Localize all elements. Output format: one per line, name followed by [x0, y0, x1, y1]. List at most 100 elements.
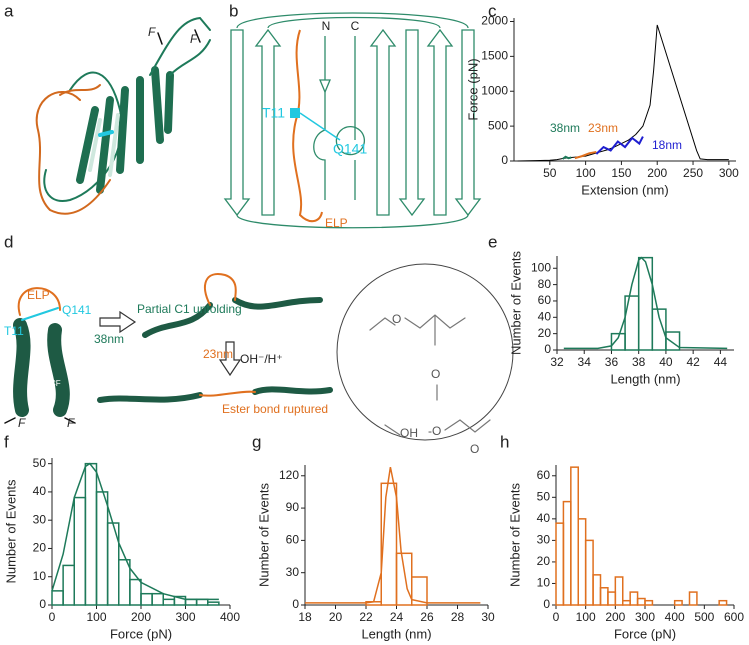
- bar: [195, 598, 209, 606]
- x-axis-label: Force (pN): [614, 626, 676, 641]
- bar: [411, 576, 428, 606]
- bar: [599, 587, 609, 606]
- panel-label: f: [4, 432, 9, 451]
- t11-site: [290, 108, 300, 118]
- strand-arrow: [223, 29, 251, 217]
- x-tick-label: 18: [298, 610, 312, 624]
- y-tick-label: 100: [531, 260, 551, 274]
- y-tick-label: 10: [537, 576, 551, 590]
- bar: [636, 597, 646, 606]
- x-tick-label: 38: [632, 355, 646, 369]
- y-axis-label: Number of Events: [256, 482, 271, 587]
- bar: [51, 590, 64, 606]
- y-tick-label: 500: [488, 118, 508, 132]
- x-tick-label: 42: [686, 355, 700, 369]
- y-tick-label: 60: [538, 293, 552, 307]
- y-tick-label: 0: [543, 597, 550, 611]
- t11-label: T11: [262, 105, 285, 121]
- c1-subscript: CF: [50, 379, 61, 388]
- bar: [688, 591, 698, 606]
- y-tick-label: 120: [279, 468, 299, 482]
- n-terminus: N: [322, 19, 331, 33]
- x-tick-label: 100: [86, 610, 106, 624]
- panel-label: e: [488, 232, 497, 251]
- protein-structure: [35, 16, 211, 215]
- x-tick-label: 150: [611, 166, 631, 180]
- bar: [673, 599, 683, 606]
- bar: [629, 591, 639, 606]
- bar: [718, 599, 728, 606]
- annotation: 18nm: [652, 138, 682, 152]
- mechanism-diagram: [4, 263, 514, 441]
- y-tick-label: 1000: [481, 83, 508, 97]
- step-length: 38nm: [94, 332, 124, 346]
- x-tick-label: 24: [390, 610, 404, 624]
- elp-label: ELP: [27, 288, 50, 302]
- t11-label: T11: [4, 324, 24, 338]
- bar: [62, 564, 75, 606]
- y-tick-label: 40: [538, 309, 552, 323]
- q141-label: Q141: [333, 141, 367, 157]
- x-tick-label: 40: [659, 355, 673, 369]
- x-tick-label: 400: [665, 610, 685, 624]
- step-label: Ester bond ruptured: [222, 402, 328, 416]
- x-tick-label: 32: [550, 355, 564, 369]
- bar: [207, 601, 220, 606]
- fit-curve: [305, 467, 481, 604]
- force-label: F: [18, 416, 26, 430]
- strand-arrow: [369, 28, 397, 216]
- bar: [665, 331, 681, 351]
- x-tick-label: 300: [719, 166, 739, 180]
- bar: [592, 574, 602, 606]
- chem-label: -O: [428, 424, 441, 438]
- x-tick-label: 250: [683, 166, 703, 180]
- c1-label: C1: [34, 371, 50, 385]
- x-tick-label: 34: [578, 355, 592, 369]
- x-tick-label: 20: [329, 610, 343, 624]
- trace: [595, 136, 644, 155]
- bar: [395, 552, 413, 606]
- annotation: 23nm: [588, 121, 618, 135]
- y-tick-label: 2000: [481, 14, 508, 28]
- y-tick-label: 40: [537, 511, 551, 525]
- force-label: F: [190, 32, 198, 46]
- step-length: 23nm: [203, 347, 233, 361]
- y-tick-label: 0: [544, 342, 551, 356]
- bar: [614, 576, 624, 606]
- y-tick-label: 50: [33, 456, 47, 470]
- panel-label: a: [4, 1, 14, 20]
- bar: [118, 559, 131, 606]
- bar: [637, 256, 654, 351]
- chem-label: O: [431, 367, 440, 381]
- y-tick-label: 80: [538, 277, 552, 291]
- y-tick-label: 90: [286, 500, 300, 514]
- axes: [555, 465, 734, 606]
- x-tick-label: 28: [451, 610, 465, 624]
- bar: [84, 462, 98, 606]
- step-label: Partial C1 unfolding: [137, 302, 242, 316]
- trace: [574, 150, 597, 160]
- ester-bond: [299, 112, 341, 141]
- panel-label: c: [488, 1, 497, 20]
- q141-label: Q141: [62, 303, 92, 317]
- chem-label: O: [392, 312, 401, 326]
- strand-arrow: [426, 28, 454, 216]
- y-axis-label: Number of Events: [3, 479, 18, 584]
- x-tick-label: 0: [49, 610, 56, 624]
- panel-label: b: [229, 1, 238, 20]
- y-tick-label: 30: [33, 512, 47, 526]
- y-tick-label: 20: [33, 541, 47, 555]
- x-tick-label: 100: [576, 166, 596, 180]
- trace: [562, 155, 572, 160]
- bar: [644, 599, 654, 606]
- step-condition: OH⁻/H⁺: [240, 352, 283, 366]
- elp-linker: [292, 29, 323, 223]
- x-axis-label: Length (nm): [361, 626, 431, 641]
- bar: [140, 592, 153, 606]
- c-terminus: C: [351, 19, 360, 33]
- chem-label: O: [470, 442, 479, 456]
- elp-label: ELP: [325, 216, 348, 230]
- panel-label: h: [500, 432, 509, 451]
- bar: [73, 496, 87, 606]
